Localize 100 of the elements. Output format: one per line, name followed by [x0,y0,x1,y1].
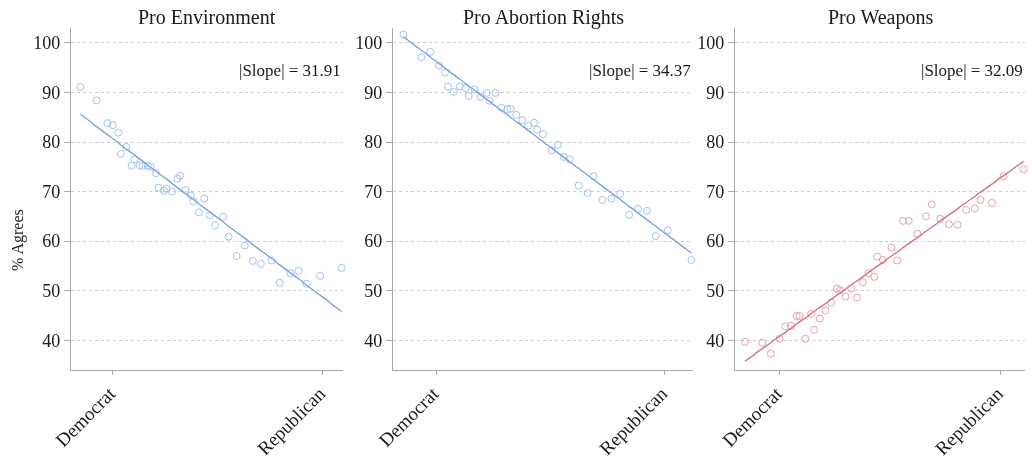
point [598,195,607,204]
point [426,47,435,56]
point [417,53,426,62]
point [781,322,790,331]
point [485,96,494,105]
point [547,146,556,155]
point [143,161,152,170]
point [240,241,249,250]
point [559,152,568,161]
point [135,161,144,170]
point [927,200,936,209]
line-series [79,113,343,313]
point [116,149,125,158]
point [524,121,533,130]
point [583,189,592,198]
y-tick-label: 70 [42,181,61,202]
point [607,194,616,203]
point [853,293,862,302]
y-tick-label: 90 [706,82,725,103]
point [870,272,879,281]
point [167,187,176,196]
point [76,82,85,91]
point [987,198,996,207]
point [503,105,512,114]
point [953,220,962,229]
y-tick-label: 50 [364,281,383,301]
point [642,206,651,215]
point [275,278,284,287]
point [687,255,696,264]
point [533,125,542,134]
point [835,286,844,295]
point [122,142,131,151]
point [999,172,1008,181]
point [108,121,117,130]
point [211,221,220,230]
point [186,191,195,200]
point [449,87,458,96]
point [482,88,491,97]
point [893,256,902,265]
y-tick-label: 80 [364,132,383,153]
point [205,211,214,220]
point [173,174,182,183]
point [200,194,209,203]
point [130,155,139,164]
point [921,212,930,221]
point [565,155,574,164]
point [518,116,527,125]
point [936,214,945,223]
point [847,284,856,293]
point [944,220,953,229]
annotation: |Slope| = 34.37 [589,61,692,80]
point [663,226,672,235]
point [878,255,887,264]
point [194,208,203,217]
point [470,85,479,94]
point [970,204,979,213]
point [440,68,449,77]
point [832,284,841,293]
point [464,91,473,100]
point [302,279,311,288]
point [476,92,485,101]
point [887,243,896,252]
point [435,61,444,70]
y-tick-label: 50 [42,281,61,301]
point [103,119,112,128]
point [589,172,598,181]
chart-title: Pro Weapons [828,6,934,29]
y-tick-label: 100 [33,33,61,54]
point [758,338,767,347]
annotation: |Slope| = 32.09 [921,61,1023,80]
point [316,271,325,280]
point [873,252,882,261]
y-tick-label: 50 [706,281,725,301]
point [497,103,506,112]
point [399,30,408,39]
point [248,256,257,265]
point [821,306,830,315]
point [162,184,171,193]
y-tick-label: 80 [42,132,61,153]
point [189,197,198,206]
point [461,83,470,92]
point [574,181,583,190]
annotation: |Slope| = 31.91 [239,61,341,80]
point [809,325,818,334]
point [858,278,867,287]
point [506,104,515,113]
point [151,169,160,178]
y-tick-label: 70 [706,181,725,202]
point [232,252,241,260]
y-tick-label: 70 [364,181,383,202]
point [443,82,452,91]
point [625,210,634,219]
y-tick-label: 100 [697,33,725,54]
point [176,171,185,180]
y-tick-label: 40 [706,330,725,351]
point [775,334,784,343]
y-tick-label: 40 [364,330,383,351]
y-tick-label: 60 [706,231,725,252]
point [898,216,907,225]
point [801,334,810,343]
